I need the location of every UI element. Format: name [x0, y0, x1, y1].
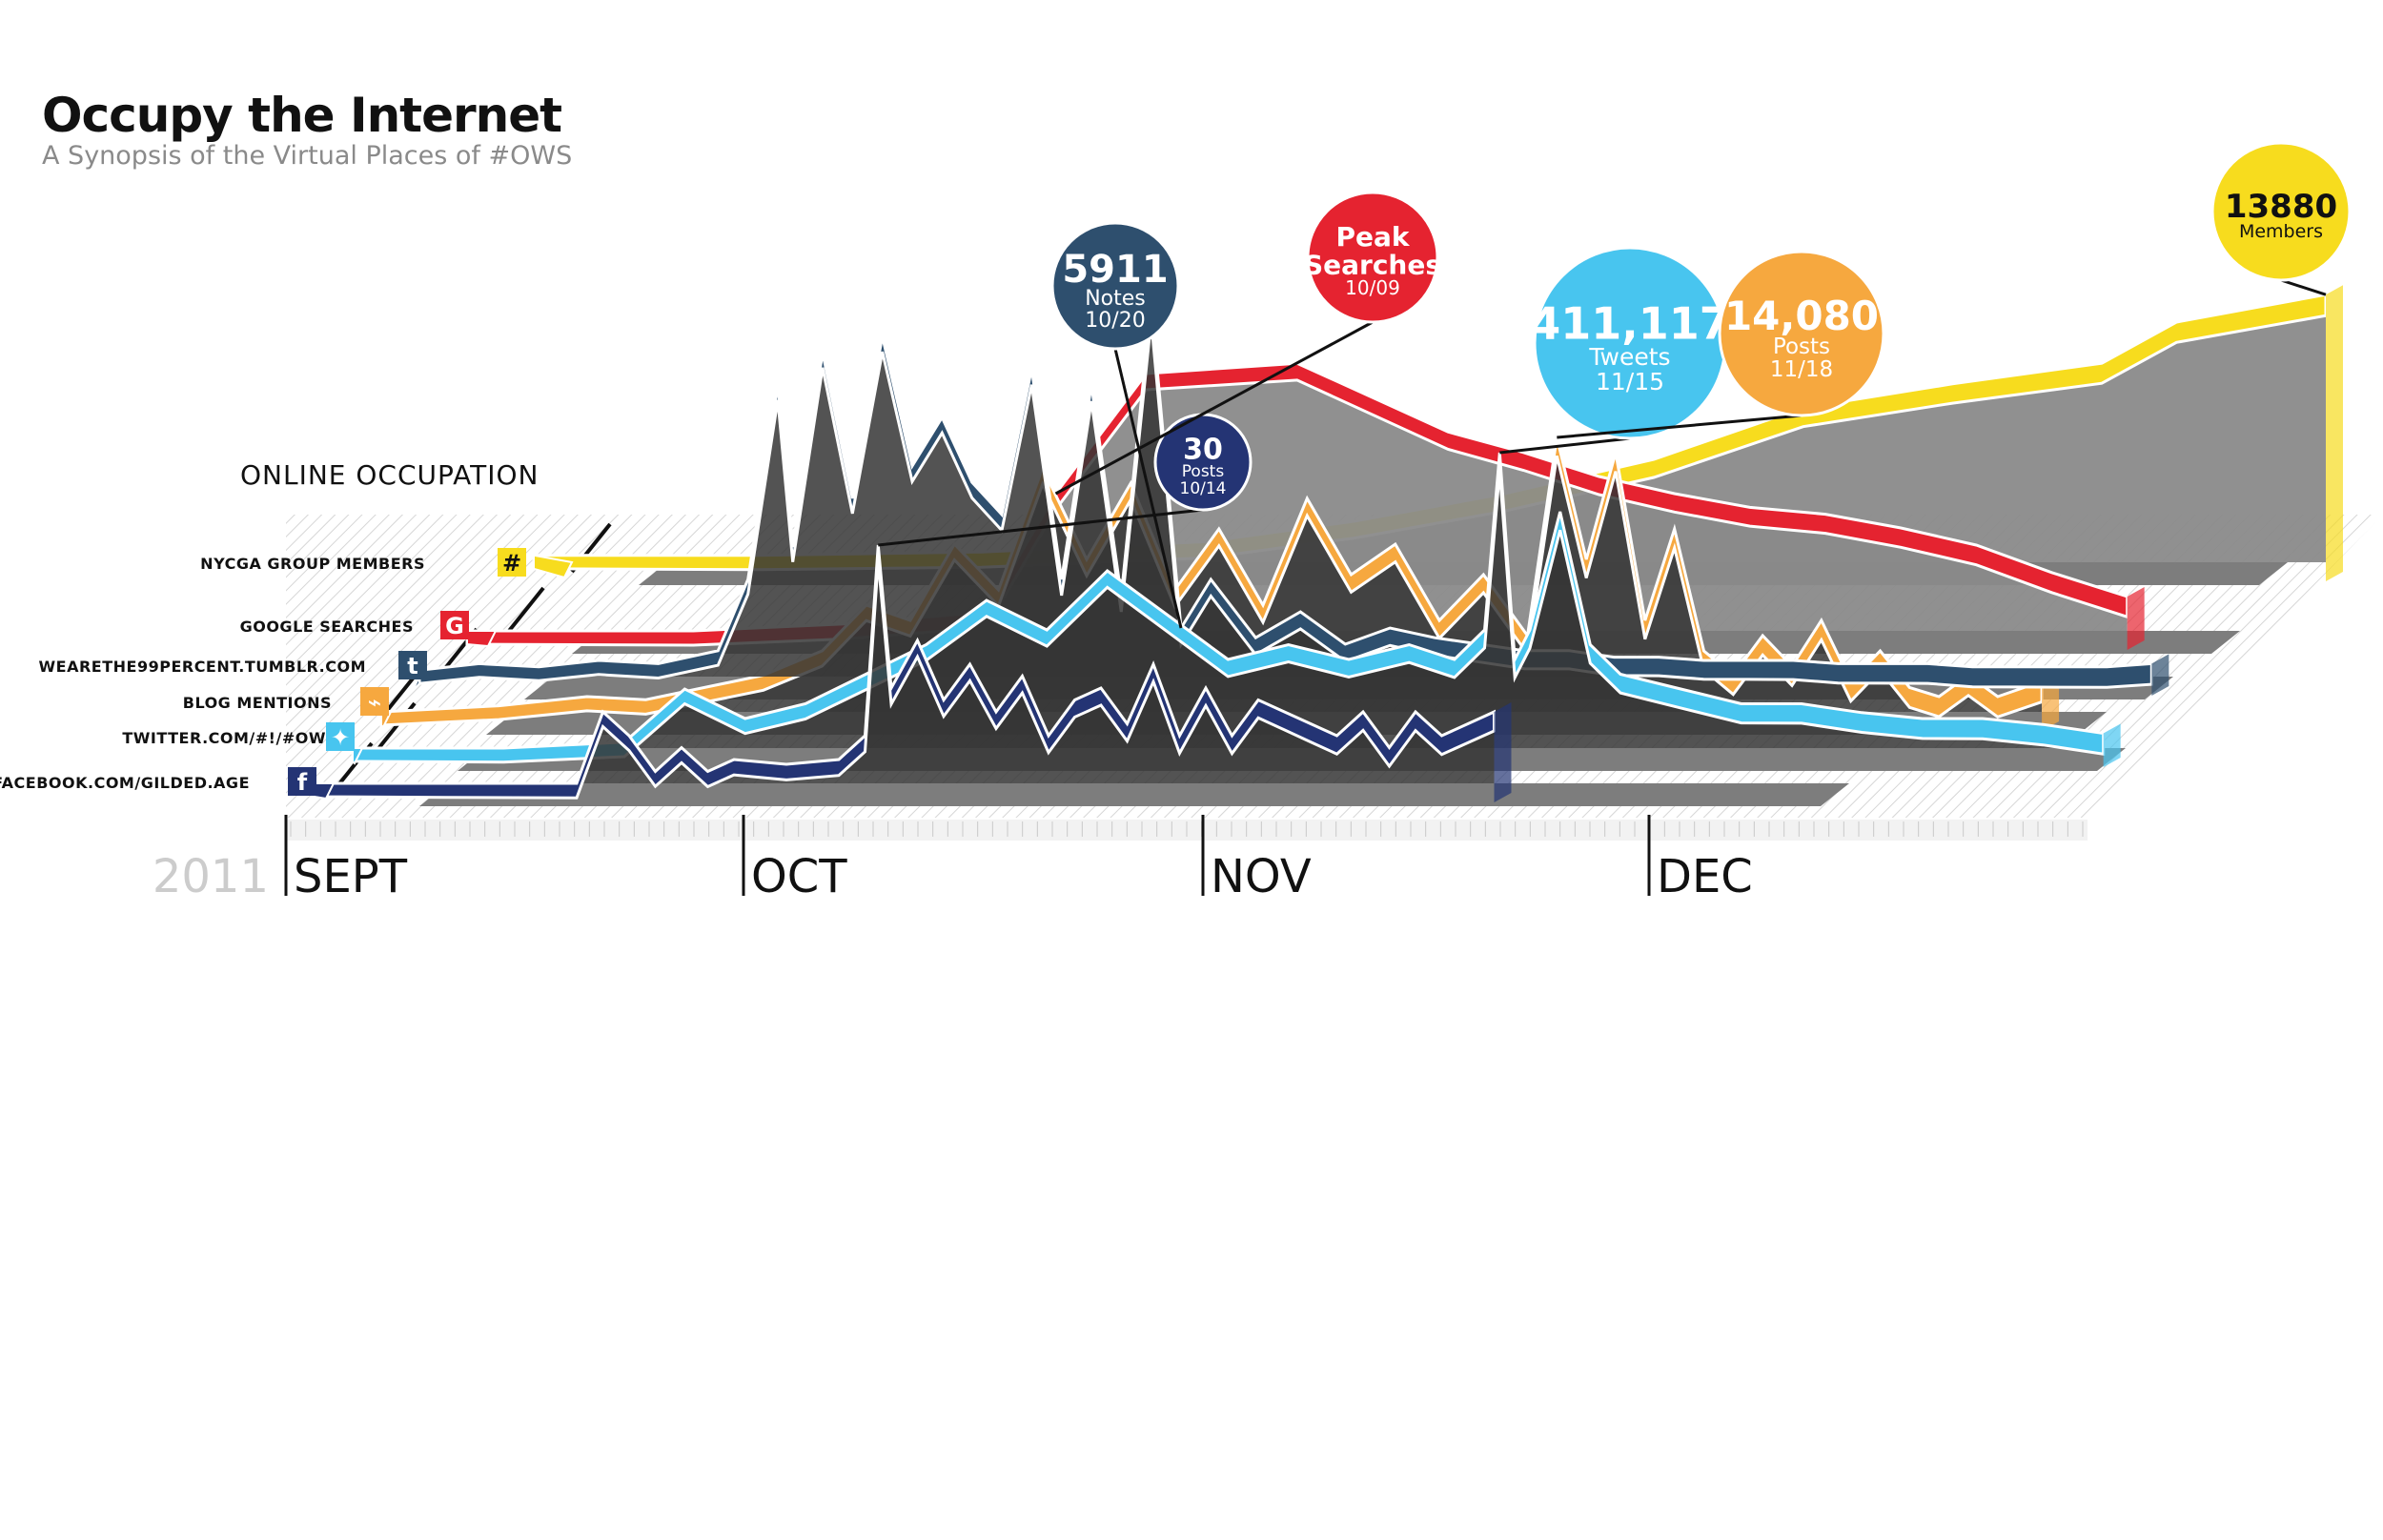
google-guide-line	[503, 586, 545, 638]
blog-icon: ⌁	[360, 687, 389, 716]
twitter-callout-leader	[1499, 436, 1631, 455]
tumblr-icon-bg	[398, 651, 427, 679]
tumblr-icon: t	[398, 651, 427, 679]
facebook-icon-glyph: f	[297, 769, 308, 796]
twitter-icon: ✦	[326, 722, 355, 751]
facebook-series	[313, 544, 1512, 802]
twitter-end-cap	[2103, 723, 2121, 767]
month-label: DEC	[1657, 850, 1753, 903]
twitter-lead-in	[352, 747, 364, 765]
blog-legend-label: BLOG MENTIONS	[183, 694, 332, 712]
blog-callout-text: Posts	[1773, 334, 1830, 359]
chart-title: Occupy the Internet	[42, 88, 562, 143]
blog-shadow-area	[381, 437, 2043, 712]
google-icon-glyph: G	[445, 613, 464, 639]
google-callout-text: 10/09	[1345, 276, 1400, 299]
nycga-callout-text: 13880	[2225, 188, 2337, 226]
nycga-end-cap	[2326, 285, 2343, 581]
blog-callout-bubble	[1718, 250, 1885, 417]
twitter-series	[351, 452, 2121, 767]
facebook-callout-text: 10/14	[1180, 479, 1227, 498]
tumblr-ribbon	[418, 303, 2153, 689]
facebook-icon-bg	[288, 767, 316, 796]
twitter-legend-label: TWITTER.COM/#!/#OWS	[122, 729, 337, 747]
facebook-icon: f	[288, 767, 316, 796]
nycga-lead-in	[533, 554, 574, 579]
month-label: NOV	[1211, 850, 1312, 903]
blog-callout-text: 11/18	[1770, 357, 1833, 382]
nycga-shadow-area	[534, 294, 2326, 562]
tumblr-icon-glyph: t	[407, 653, 418, 679]
nycga-icon: #	[498, 548, 526, 577]
twitter-callout-text: Tweets	[1588, 343, 1670, 371]
twitter-callout-text: 411,117	[1530, 298, 1730, 350]
blog-icon-glyph: ⌁	[368, 689, 381, 716]
facebook-lead-in	[314, 782, 336, 800]
google-shadow-area	[467, 363, 2128, 631]
section-label: ONLINE OCCUPATION	[240, 459, 539, 491]
nycga-callout-bubble	[2210, 141, 2352, 282]
tumblr-callout-bubble	[1050, 221, 1180, 351]
month-label: OCT	[751, 850, 847, 903]
google-callout-text: Peak	[1335, 221, 1410, 253]
year-label: 2011	[153, 850, 269, 903]
facebook-callout-leader	[878, 508, 1204, 547]
blog-callout-text: 14,080	[1724, 293, 1879, 339]
facebook-callout-text: Posts	[1182, 462, 1225, 481]
google-lead-in	[466, 630, 498, 648]
twitter-icon-bg	[326, 722, 355, 751]
google-legend-label: GOOGLE SEARCHES	[240, 618, 414, 636]
callouts: 5911Notes10/2030Posts10/14PeakSearches10…	[878, 141, 2352, 629]
tumblr-callout-leader	[1113, 348, 1183, 629]
tumblr-callout-text: Notes	[1085, 287, 1146, 311]
google-callout-leader	[1054, 320, 1374, 496]
tumblr-shadow-area	[419, 304, 2152, 677]
legend: NYCGA GROUP MEMBERS # GOOGLE SEARCHES G WEAR…	[0, 548, 526, 796]
time-axis: SEPT OCT NOV DEC 2011	[153, 815, 2088, 903]
tumblr-callout-text: 5911	[1062, 248, 1168, 292]
facebook-floor-band	[419, 783, 1849, 806]
tumblr-end-cap	[2151, 654, 2169, 696]
nycga-icon-bg	[498, 548, 526, 577]
tumblr-callout-text: 10/20	[1085, 309, 1145, 333]
google-callout-bubble	[1306, 191, 1439, 324]
series-ribbons	[313, 285, 2343, 802]
google-icon-bg	[440, 611, 469, 639]
blog-callout-leader	[1557, 414, 1803, 439]
facebook-legend-label: FACEBOOK.COM/GILDED.AGE	[0, 774, 250, 792]
google-end-cap	[2127, 587, 2145, 650]
nycga-legend-label: NYCGA GROUP MEMBERS	[200, 555, 425, 573]
google-icon: G	[440, 611, 469, 639]
blog-icon-bg	[360, 687, 389, 716]
nycga-callout-text: Members	[2239, 221, 2323, 242]
tumblr-legend-label: WEARETHE99PERCENT.TUMBLR.COM	[39, 658, 367, 676]
google-callout-text: Searches	[1304, 250, 1441, 281]
facebook-end-cap	[1494, 702, 1512, 802]
nycga-callout-leader	[2280, 278, 2327, 296]
twitter-callout-text: 11/15	[1596, 368, 1664, 395]
facebook-callout-text: 30	[1183, 433, 1223, 466]
twitter-icon-glyph: ✦	[331, 724, 350, 751]
nycga-icon-glyph: #	[502, 550, 521, 577]
chart-subtitle: A Synopsis of the Virtual Places of #OWS	[42, 141, 573, 171]
month-label: SEPT	[294, 850, 408, 903]
